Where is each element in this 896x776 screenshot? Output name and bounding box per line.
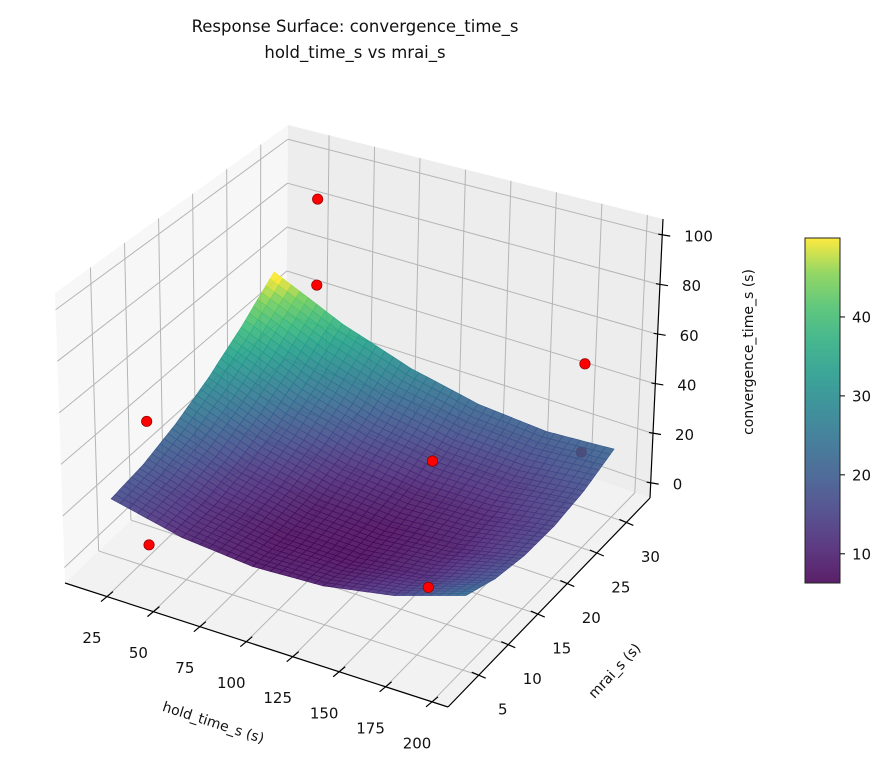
y-tick-mark <box>560 580 575 588</box>
gridline-x-floor <box>431 492 636 703</box>
x-tick-mark <box>332 666 346 678</box>
left-pane <box>55 125 288 583</box>
y-tick-mark <box>530 610 546 618</box>
observed-point <box>311 279 323 291</box>
x-tick-mark <box>379 681 392 693</box>
gridline-y-floor <box>98 550 479 676</box>
x-tick-mark <box>193 621 207 633</box>
z-tick-label: 60 <box>680 327 699 345</box>
y-axis-label: mrai_s (s) <box>586 641 645 702</box>
gridline-x-back <box>546 192 557 463</box>
z-tick-mark <box>646 481 659 485</box>
colorbar-gradient <box>804 237 841 584</box>
x-tick-label: 100 <box>217 674 246 692</box>
observed-point <box>422 581 434 593</box>
x-tick-label: 75 <box>175 659 194 677</box>
gridline-z-back <box>286 270 656 385</box>
x-tick-label: 150 <box>310 704 339 722</box>
axes: 25 50 75 100 125 150 175 200 5 10 15 20 25 30 0 20 40 60 8… <box>64 218 713 752</box>
z-tick-mark <box>651 382 664 386</box>
x-axis-line <box>64 582 449 708</box>
observed-point <box>312 193 324 205</box>
gridline-z-left <box>58 226 288 414</box>
gridline-z-left <box>55 138 289 311</box>
response-surface <box>110 271 615 596</box>
chart-title-line-1: Response Surface: convergence_time_s <box>192 17 519 37</box>
back-pane <box>286 125 663 498</box>
x-tick-label: 175 <box>356 719 385 737</box>
observed-point <box>141 415 153 427</box>
x-tick-label: 25 <box>82 629 101 647</box>
x-tick-mark <box>425 696 439 708</box>
chart-title-line-2: hold_time_s vs mrai_s <box>264 43 445 63</box>
y-tick-mark <box>589 549 605 557</box>
gridline-z-left <box>57 182 288 362</box>
colorbar-tick-label: 40 <box>852 308 871 326</box>
colorbar: 10 20 30 40 <box>804 237 871 584</box>
y-tick-mark <box>619 518 634 526</box>
colorbar-tick-label: 20 <box>852 466 871 484</box>
x-tick-mark <box>100 591 114 603</box>
y-tick-mark <box>501 641 516 649</box>
gridline-z-back <box>287 226 658 335</box>
x-tick-label: 125 <box>263 689 292 707</box>
gridline-x-back <box>501 180 512 447</box>
z-axis-line <box>649 218 664 499</box>
x-tick-mark <box>147 606 160 618</box>
y-axis-line <box>447 497 651 708</box>
colorbar-tick-label: 10 <box>852 545 871 563</box>
x-tick-mark <box>239 636 253 648</box>
x-tick-label: 200 <box>403 734 432 752</box>
z-tick-label: 40 <box>677 376 696 394</box>
z-tick-label: 20 <box>675 426 694 444</box>
y-tick-mark <box>471 671 486 679</box>
observed-point <box>143 539 155 551</box>
z-tick-label: 0 <box>673 476 683 494</box>
y-tick-label: 10 <box>523 670 542 688</box>
observed-point <box>579 358 591 370</box>
gridline-x-back <box>590 203 603 478</box>
x-tick-mark <box>286 651 300 663</box>
observed-point <box>426 455 439 467</box>
y-tick-label: 15 <box>552 640 571 658</box>
observed-points <box>141 193 591 593</box>
z-tick-label: 80 <box>682 277 701 295</box>
z-tick-mark <box>653 332 666 336</box>
gridline-y-left <box>123 242 132 521</box>
z-tick-mark <box>658 233 671 237</box>
gridline-z-left <box>60 270 288 465</box>
gridline-x-back <box>634 215 648 493</box>
z-tick-label: 100 <box>684 228 713 246</box>
y-tick-label: 30 <box>641 548 660 566</box>
z-tick-mark <box>655 283 669 287</box>
surface-facet <box>455 593 471 596</box>
gridline-x-back <box>457 169 466 432</box>
y-tick-label: 5 <box>498 701 508 719</box>
y-tick-label: 20 <box>582 609 601 627</box>
gridline-z-back <box>287 182 661 286</box>
x-axis-label: hold_time_s (s) <box>160 699 266 747</box>
colorbar-tick-label: 30 <box>852 387 871 405</box>
x-tick-label: 50 <box>129 644 148 662</box>
z-tick-mark <box>648 431 662 436</box>
z-axis-label: convergence_time_s (s) <box>741 269 757 435</box>
gridline-y-left <box>89 267 100 551</box>
gridline-z-back <box>287 138 663 236</box>
y-tick-label: 25 <box>611 579 630 597</box>
